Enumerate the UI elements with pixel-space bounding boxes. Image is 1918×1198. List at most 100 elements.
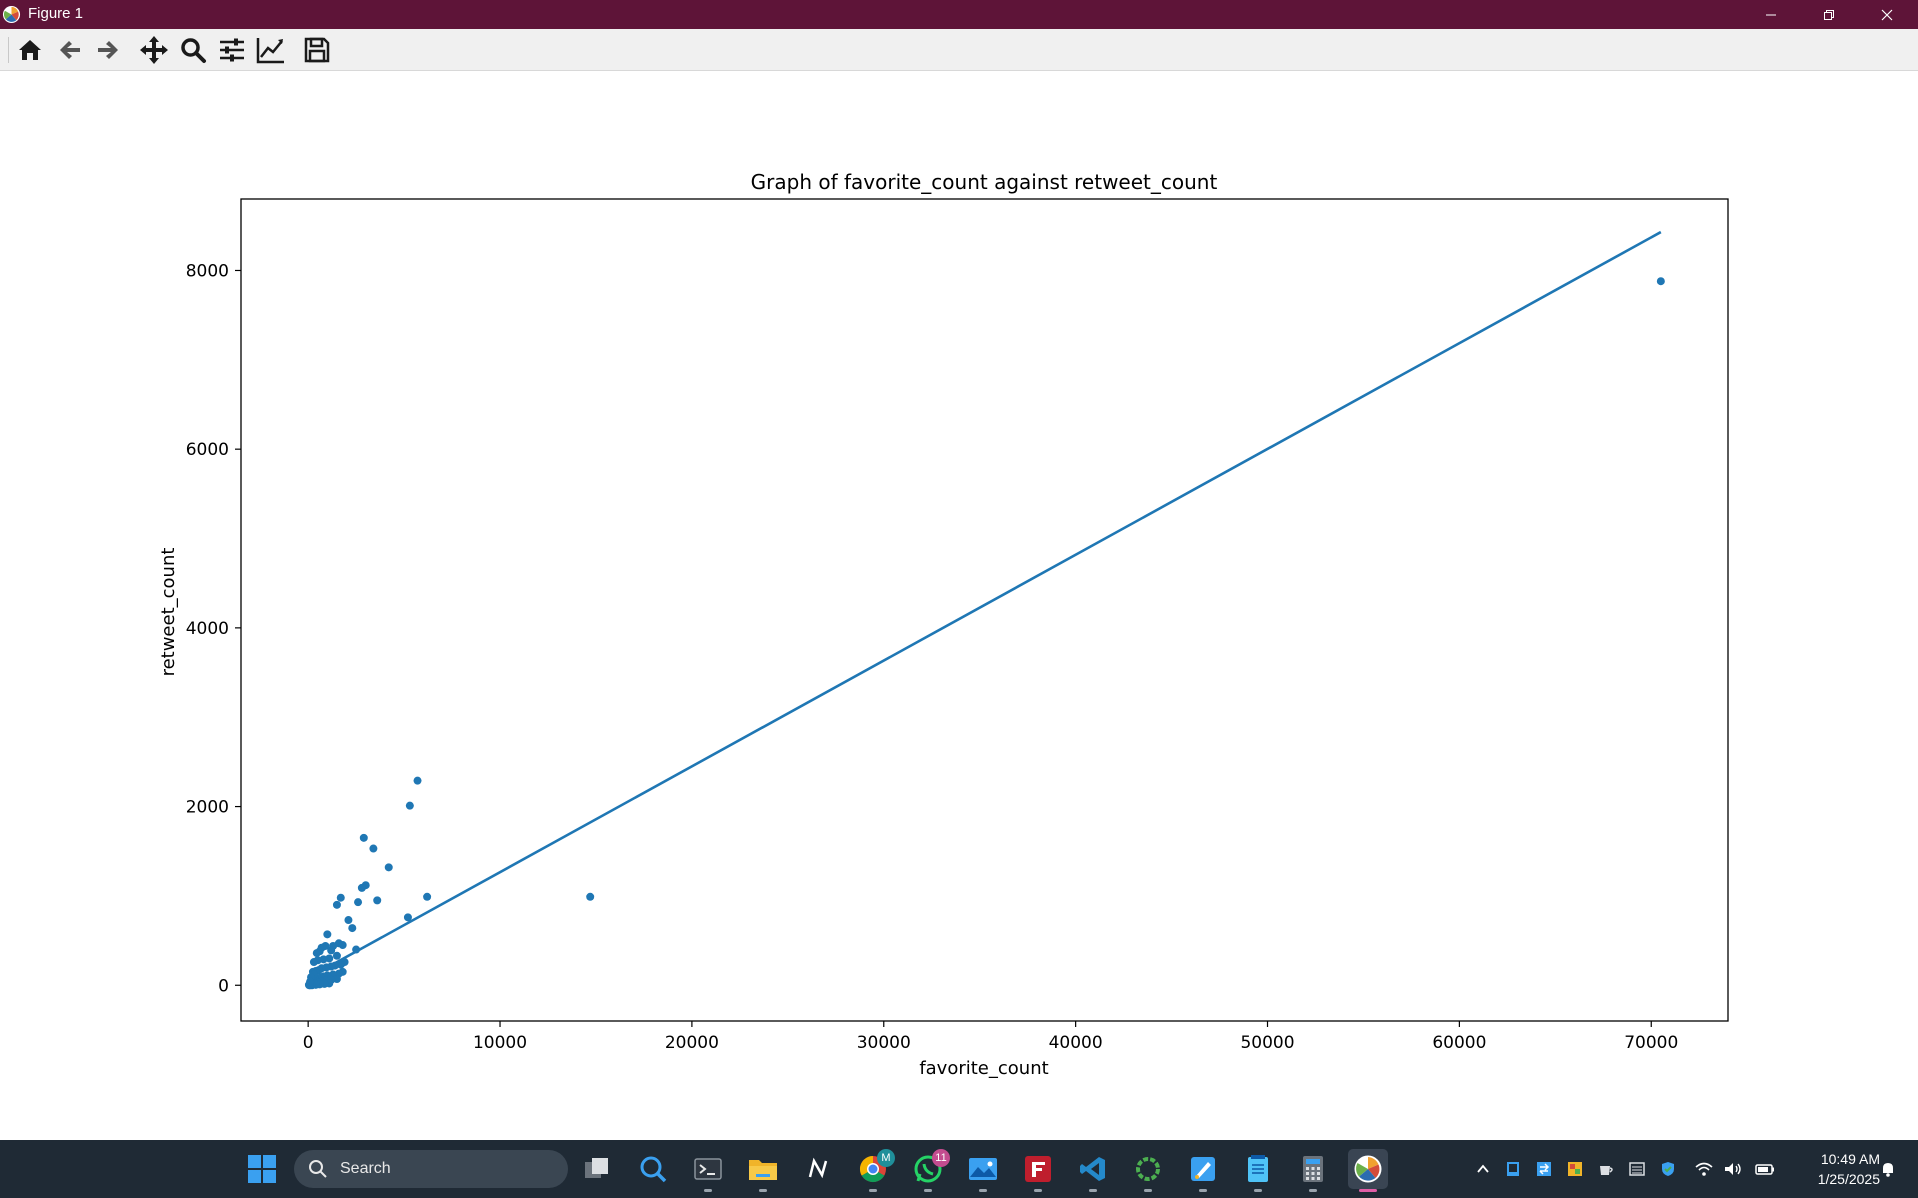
magnifier-app[interactable] bbox=[633, 1149, 673, 1189]
scatter-point bbox=[359, 833, 368, 842]
running-indicator bbox=[1199, 1189, 1207, 1192]
chart-title: Graph of favorite_count against retweet_… bbox=[751, 170, 1218, 194]
tray-tablet[interactable] bbox=[1502, 1158, 1524, 1180]
task-view-button[interactable] bbox=[577, 1149, 617, 1189]
tray-battery[interactable] bbox=[1754, 1158, 1776, 1180]
chrome-app[interactable]: M bbox=[853, 1149, 895, 1192]
y-tick-label: 8000 bbox=[186, 261, 229, 281]
search-icon bbox=[309, 1160, 327, 1178]
calculator-icon bbox=[1303, 1156, 1323, 1182]
matplotlib-app[interactable] bbox=[1348, 1149, 1388, 1192]
chrome-icon bbox=[859, 1155, 886, 1183]
scatter-point bbox=[369, 844, 378, 853]
clock-date: 1/25/2025 bbox=[1817, 1171, 1880, 1187]
circle-app[interactable] bbox=[1128, 1149, 1168, 1192]
calculator-app[interactable] bbox=[1293, 1149, 1333, 1192]
configure-subplots-button[interactable] bbox=[215, 33, 249, 67]
taskbar-clock[interactable]: 10:49 AM 1/25/2025 bbox=[1788, 1149, 1880, 1189]
tray-wifi[interactable] bbox=[1693, 1158, 1715, 1180]
search-label: Search bbox=[340, 1160, 391, 1177]
whatsapp-icon bbox=[914, 1155, 942, 1183]
task-view-icon bbox=[585, 1158, 608, 1178]
window-titlebar: Figure 1 bbox=[0, 0, 1918, 29]
image-icon bbox=[1568, 1162, 1582, 1176]
terminal-app[interactable] bbox=[688, 1149, 728, 1192]
save-button[interactable] bbox=[300, 33, 334, 67]
scatter-point bbox=[357, 883, 366, 892]
paint-app[interactable] bbox=[1183, 1149, 1223, 1192]
toolbar-separator bbox=[8, 37, 9, 63]
tray-volume[interactable] bbox=[1722, 1158, 1744, 1180]
magnifier-icon bbox=[181, 38, 206, 63]
scatter-point bbox=[586, 892, 595, 901]
scatter-point bbox=[338, 941, 347, 950]
x-tick-label: 10000 bbox=[473, 1033, 527, 1053]
home-button[interactable] bbox=[13, 33, 47, 67]
start-button[interactable] bbox=[242, 1149, 282, 1189]
tray-image[interactable] bbox=[1564, 1158, 1586, 1180]
x-tick-label: 40000 bbox=[1049, 1033, 1103, 1053]
navigation-toolbar bbox=[0, 29, 1918, 71]
x-tick-label: 30000 bbox=[857, 1033, 911, 1053]
y-axis-label: retweet_count bbox=[158, 548, 179, 677]
arrow-right-icon bbox=[98, 41, 118, 59]
scatter-point bbox=[309, 958, 318, 967]
photos-icon bbox=[969, 1158, 997, 1180]
clock-time: 10:49 AM bbox=[1820, 1151, 1880, 1167]
filezilla-app[interactable] bbox=[1018, 1149, 1058, 1192]
running-indicator bbox=[1254, 1189, 1262, 1192]
x-tick-label: 50000 bbox=[1240, 1033, 1294, 1053]
forward-button[interactable] bbox=[91, 33, 125, 67]
scatter-point bbox=[327, 946, 336, 955]
vscode-app[interactable] bbox=[1073, 1149, 1113, 1192]
x-tick-label: 0 bbox=[303, 1033, 314, 1053]
battery-icon bbox=[1755, 1164, 1774, 1175]
running-indicator bbox=[1144, 1189, 1152, 1192]
paint-icon bbox=[1191, 1157, 1215, 1181]
figure-canvas[interactable]: Graph of favorite_count against retweet_… bbox=[0, 71, 1918, 1139]
notification-center-button[interactable] bbox=[1877, 1158, 1899, 1180]
tray-overflow-button[interactable] bbox=[1472, 1158, 1494, 1180]
notepad-app[interactable] bbox=[1238, 1149, 1278, 1192]
notion-app[interactable] bbox=[798, 1149, 838, 1189]
ring-icon bbox=[1136, 1157, 1160, 1181]
file-explorer-app[interactable] bbox=[743, 1149, 783, 1192]
floppy-disk-icon bbox=[304, 37, 330, 63]
tray-sync[interactable] bbox=[1533, 1158, 1555, 1180]
whatsapp-app[interactable]: 11 bbox=[908, 1149, 950, 1192]
running-indicator bbox=[704, 1189, 712, 1192]
tray-security[interactable] bbox=[1657, 1158, 1679, 1180]
scatter-point bbox=[306, 977, 315, 986]
tray-keyboard[interactable] bbox=[1626, 1158, 1648, 1180]
minimize-button[interactable] bbox=[1742, 0, 1800, 29]
scatter-point bbox=[332, 951, 341, 960]
y-tick-label: 4000 bbox=[186, 619, 229, 639]
tray-cup[interactable] bbox=[1595, 1158, 1617, 1180]
zoom-button[interactable] bbox=[176, 33, 210, 67]
axes-frame bbox=[240, 198, 1729, 1022]
notion-icon bbox=[808, 1157, 828, 1179]
running-indicator bbox=[979, 1189, 987, 1192]
photos-app[interactable] bbox=[963, 1149, 1003, 1192]
scatter-point bbox=[405, 801, 414, 810]
scatter-point bbox=[348, 924, 357, 933]
running-indicator bbox=[1309, 1189, 1317, 1192]
terminal-icon bbox=[694, 1158, 722, 1180]
close-button[interactable] bbox=[1858, 0, 1916, 29]
scatter-point bbox=[312, 949, 321, 958]
y-tick-label: 0 bbox=[218, 976, 229, 996]
home-icon bbox=[19, 40, 41, 60]
notepad-icon bbox=[1248, 1155, 1268, 1182]
scatter-point bbox=[1656, 277, 1665, 286]
restore-button[interactable] bbox=[1800, 0, 1858, 29]
speaker-icon bbox=[1725, 1163, 1741, 1175]
running-indicator bbox=[759, 1189, 767, 1192]
scatter-point bbox=[384, 863, 393, 872]
taskbar-search[interactable]: Search bbox=[294, 1150, 568, 1188]
magnifier-icon bbox=[640, 1156, 667, 1183]
y-tick-label: 6000 bbox=[186, 440, 229, 460]
scatter-point bbox=[423, 892, 432, 901]
back-button[interactable] bbox=[53, 33, 87, 67]
edit-axis-button[interactable] bbox=[254, 33, 288, 67]
pan-button[interactable] bbox=[137, 33, 171, 67]
